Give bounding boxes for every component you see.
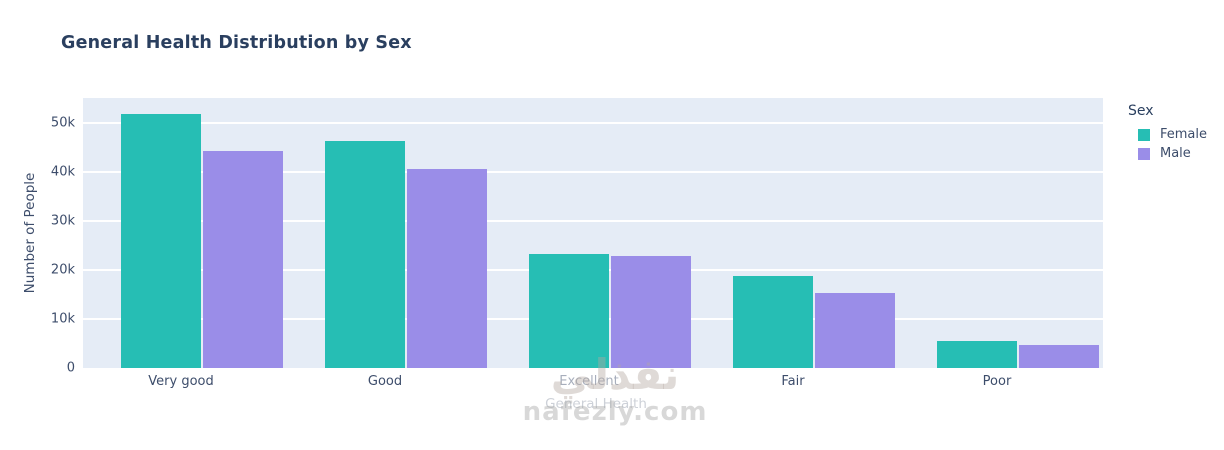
x-axis-title: General Health — [545, 396, 647, 412]
bar-male-fair[interactable] — [815, 292, 895, 368]
bar-female-fair[interactable] — [733, 276, 813, 368]
gridline-40k — [83, 170, 1103, 173]
legend-item-female[interactable]: Female — [1138, 127, 1207, 142]
legend-title: Sex — [1128, 103, 1154, 119]
bar-female-very-good[interactable] — [121, 114, 201, 368]
gridline-30k — [83, 219, 1103, 222]
y-tick-50k: 50k — [50, 115, 75, 131]
x-tick-poor: Poor — [982, 374, 1012, 389]
x-tick-good: Good — [367, 374, 403, 389]
chart-title: General Health Distribution by Sex — [61, 33, 412, 53]
y-tick-30k: 30k — [50, 213, 75, 229]
bar-female-excellent[interactable] — [529, 253, 609, 368]
legend: Sex Female Male — [1128, 103, 1207, 165]
bar-male-very-good[interactable] — [203, 151, 283, 368]
gridline-50k — [83, 121, 1103, 124]
x-tick-fair: Fair — [781, 374, 805, 389]
plot-area[interactable] — [83, 98, 1103, 368]
y-tick-0: 0 — [66, 360, 75, 376]
bar-male-good[interactable] — [407, 168, 487, 368]
y-axis-title: Number of People — [22, 172, 38, 294]
y-tick-10k: 10k — [50, 311, 75, 327]
x-tick-very-good: Very good — [148, 374, 214, 389]
y-tick-40k: 40k — [50, 164, 75, 180]
legend-label: Male — [1160, 146, 1191, 161]
legend-swatch-female — [1138, 128, 1150, 141]
legend-item-male[interactable]: Male — [1138, 146, 1207, 161]
legend-swatch-male — [1138, 147, 1150, 160]
bar-male-excellent[interactable] — [611, 255, 691, 368]
x-tick-excellent: Excellent — [559, 374, 619, 389]
y-tick-20k: 20k — [50, 262, 75, 278]
bar-male-poor[interactable] — [1019, 345, 1099, 368]
bar-female-poor[interactable] — [937, 341, 1017, 368]
legend-label: Female — [1160, 127, 1208, 142]
bar-female-good[interactable] — [325, 140, 405, 368]
